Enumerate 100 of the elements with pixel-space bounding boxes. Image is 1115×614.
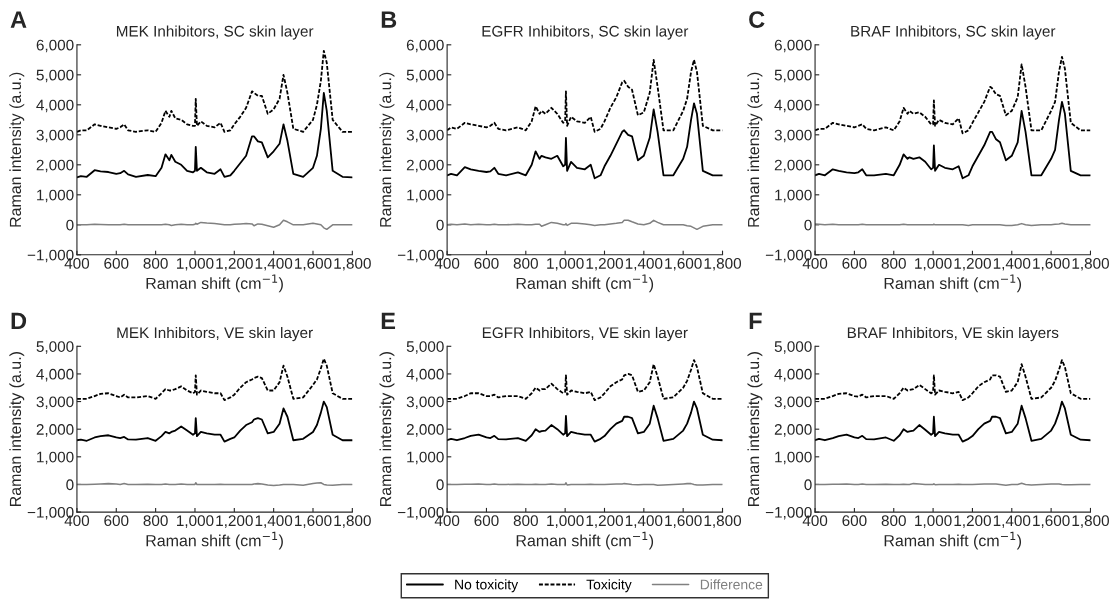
text: A [10, 11, 27, 28]
y-tick-label: 1,000 [37, 189, 74, 203]
x-tick-label: 600 [474, 515, 499, 527]
x-tick-label: 1,200 [954, 257, 991, 271]
x-tick-label: 1,600 [1033, 257, 1070, 271]
y-tick-label: 3,000 [774, 129, 812, 143]
line-series [815, 100, 1091, 180]
x-tick-label: 1,600 [295, 515, 332, 528]
y-axis-title: Raman intensity (a.u.) [747, 72, 763, 227]
y-tick-label: 3,000 [36, 129, 74, 143]
x-tick-label: 1,800 [1072, 257, 1109, 271]
text: C [749, 11, 765, 28]
x-tick-label: 1,400 [993, 257, 1031, 271]
x-tick-label: 800 [513, 515, 538, 527]
y-tick-label: 4,000 [774, 368, 812, 382]
x-tick-label: 1,000 [177, 257, 214, 271]
x-tick-label: 1,600 [665, 515, 702, 528]
y-tick-label: 4,000 [406, 368, 444, 382]
chart-title: BRAF Inhibitors, SC skin layer [851, 25, 1056, 40]
x-tick-label: 1,600 [665, 257, 702, 271]
line-series [447, 219, 723, 231]
y-tick-label: 3,000 [774, 396, 812, 410]
x-tick-label: 1,000 [177, 515, 214, 528]
y-tick-label: 2,000 [406, 424, 444, 437]
y-tick-label: 0 [436, 219, 444, 231]
y-tick-label: 1,000 [407, 189, 444, 203]
x-tick-label: 800 [881, 515, 906, 527]
x-tick-label: 600 [842, 515, 867, 527]
x-tick-label: 600 [842, 257, 867, 269]
x-tick-label: 1,000 [547, 257, 584, 271]
y-tick-label: 5,000 [36, 341, 74, 354]
y-tick-label: 1,000 [407, 451, 444, 465]
x-tick-label: 1,400 [625, 515, 663, 528]
x-axis-title: Raman shift (cm$^{−1}$) [884, 274, 1022, 293]
line-series [815, 400, 1091, 443]
y-tick-label: 2,000 [36, 424, 74, 437]
x-tick-label: 1,800 [704, 515, 742, 528]
x-tick-label: 1,800 [704, 257, 742, 271]
line-series [76, 219, 353, 231]
legend-label: No toxicity [455, 579, 519, 593]
y-tick-label: 3,000 [36, 396, 74, 410]
x-tick-label: 1,400 [255, 257, 293, 271]
text: E [381, 312, 396, 330]
y-tick-label: 5,000 [36, 69, 74, 83]
y-tick-label: 6,000 [36, 39, 74, 53]
x-tick-label: 800 [513, 257, 538, 269]
y-tick-label: 5,000 [774, 69, 812, 83]
x-tick-label: 1,200 [586, 257, 624, 271]
chart-title: BRAF Inhibitors, VE skin layers [847, 326, 1059, 342]
x-tick-label: 1,600 [1033, 515, 1070, 528]
x-tick-label: 1,200 [586, 515, 624, 528]
line-series [815, 55, 1091, 135]
y-axis-title: Raman intensity (a.u.) [379, 72, 395, 227]
x-axis-title: Raman shift (cm$^{−1}$) [516, 274, 654, 293]
x-axis-title: Raman shift (cm$^{−1}$) [146, 531, 283, 550]
y-tick-label: 4,000 [774, 99, 812, 113]
y-tick-label: 6,000 [406, 39, 444, 53]
x-tick-label: 1,400 [255, 515, 293, 528]
x-axis-title: Raman shift (cm$^{−1}$) [884, 531, 1022, 550]
x-tick-label: 600 [474, 257, 499, 269]
y-axis-title: Raman intensity (a.u.) [9, 352, 25, 506]
x-axis-title: Raman shift (cm$^{−1}$) [146, 274, 283, 293]
line-series [815, 359, 1091, 402]
y-tick-label: 5,000 [774, 341, 812, 354]
y-tick-label: 4,000 [36, 368, 74, 382]
line-series [76, 357, 353, 402]
y-tick-label: 6,000 [774, 39, 812, 53]
chart-title: MEK Inhibitors, SC skin layer [116, 25, 314, 40]
y-axis-title: Raman intensity (a.u.) [747, 352, 763, 506]
x-axis-title: Raman shift (cm$^{−1}$) [516, 531, 654, 550]
y-tick-label: 5,000 [406, 69, 444, 83]
x-tick-label: 800 [881, 257, 906, 269]
y-tick-label: 0 [436, 479, 444, 491]
legend-label: Toxicity [586, 579, 632, 593]
y-tick-label: 0 [66, 479, 74, 491]
y-tick-label: 5,000 [406, 341, 444, 354]
y-axis-title: Raman intensity (a.u.) [9, 72, 25, 227]
y-tick-label: 1,000 [775, 451, 812, 465]
chart-title: EGFR Inhibitors, VE skin layer [482, 326, 688, 342]
x-tick-label: 1,800 [334, 257, 371, 271]
x-tick-label: 1,400 [625, 257, 663, 271]
y-tick-label: 0 [804, 479, 812, 491]
line-series [76, 400, 353, 443]
x-tick-label: 600 [104, 515, 129, 527]
x-tick-label: 1,000 [915, 257, 952, 271]
y-tick-label: 2,000 [406, 159, 444, 173]
y-tick-label: 3,000 [406, 396, 444, 410]
text: D [11, 312, 27, 330]
x-tick-label: 1,200 [216, 515, 253, 528]
x-tick-label: 1,000 [547, 515, 584, 528]
text: F [749, 312, 762, 330]
y-axis-title: Raman intensity (a.u.) [379, 352, 395, 506]
y-tick-label: 1,000 [775, 189, 812, 203]
x-tick-label: 800 [143, 257, 168, 269]
text: B [381, 11, 397, 28]
y-tick-label: 0 [66, 219, 74, 231]
y-tick-label: 2,000 [774, 159, 812, 173]
line-series [447, 58, 723, 133]
x-tick-label: 1,200 [954, 515, 991, 528]
y-tick-label: 4,000 [406, 99, 444, 113]
